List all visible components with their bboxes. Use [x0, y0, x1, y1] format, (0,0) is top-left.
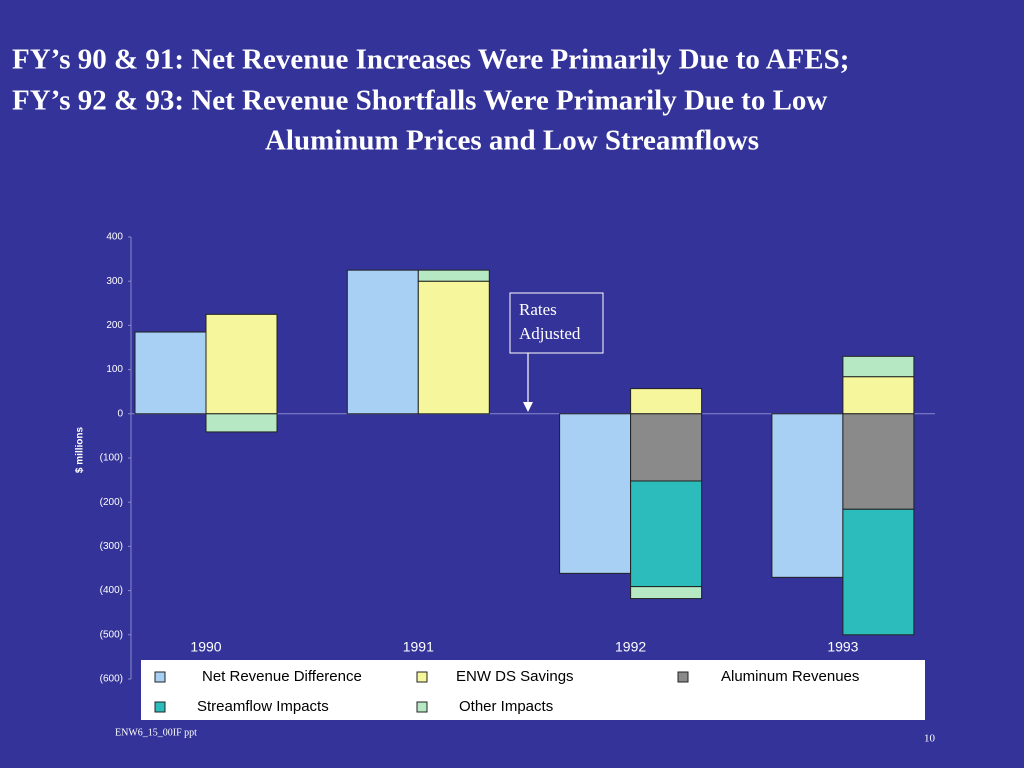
legend-marker	[416, 701, 428, 713]
bar	[630, 480, 703, 588]
bar	[417, 280, 490, 415]
legend-marker	[154, 701, 166, 713]
legend-marker	[154, 671, 166, 683]
annotation-box	[509, 292, 604, 354]
x-tick-label: 1991	[403, 639, 434, 655]
bar	[630, 388, 703, 415]
y-tick-label: 200	[106, 320, 123, 331]
legend-label: ENW DS Savings	[456, 668, 574, 685]
bar	[417, 269, 490, 282]
bar	[842, 376, 915, 415]
bar	[630, 413, 703, 482]
x-tick-label: 1990	[190, 639, 221, 655]
bar	[559, 413, 632, 574]
bar	[842, 413, 915, 510]
legend-label: Other Impacts	[459, 698, 553, 715]
arrow-head	[523, 402, 533, 412]
y-tick-label: 0	[117, 408, 123, 419]
bar	[842, 355, 915, 378]
y-tick-label: (200)	[100, 497, 123, 508]
bar	[630, 586, 703, 600]
legend-label: Streamflow Impacts	[197, 698, 329, 715]
legend-label: Aluminum Revenues	[721, 668, 859, 685]
bar	[346, 269, 419, 415]
legend-marker	[416, 671, 428, 683]
footer: ENW6_15_00IF ppt	[115, 727, 197, 738]
bar	[205, 313, 278, 415]
annotation: Adjusted	[519, 324, 581, 343]
title-line: Aluminum Prices and Low Streamflows	[265, 125, 759, 157]
y-tick-label: (500)	[100, 629, 123, 640]
x-tick-label: 1992	[615, 639, 646, 655]
title-line: FY’s 90 & 91: Net Revenue Increases Were…	[12, 44, 849, 76]
legend-label: Net Revenue Difference	[202, 668, 362, 685]
y-tick-label: 400	[106, 232, 123, 243]
y-tick-label: (100)	[100, 453, 123, 464]
legend-marker	[677, 671, 689, 683]
bar	[205, 413, 278, 433]
legend-box	[141, 660, 925, 720]
bar	[134, 331, 207, 415]
x-tick-label: 1993	[827, 639, 858, 655]
y-tick-label: (400)	[100, 585, 123, 596]
y-tick-label: 300	[106, 276, 123, 287]
y-tick-label: (600)	[100, 674, 123, 685]
title-line: FY’s 92 & 93: Net Revenue Shortfalls Wer…	[12, 85, 827, 117]
y-axis-label: $ millions	[75, 427, 86, 474]
y-tick-label: 100	[106, 364, 123, 375]
bar	[842, 508, 915, 636]
y-tick-label: (300)	[100, 541, 123, 552]
page-number: 10	[924, 733, 936, 745]
annotation: Rates	[519, 300, 557, 319]
bar	[771, 413, 844, 578]
